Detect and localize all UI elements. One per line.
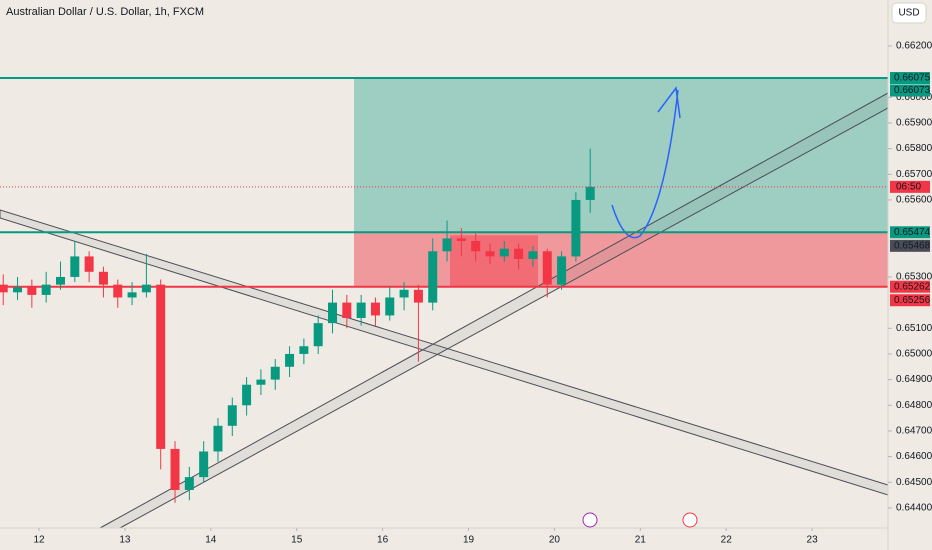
projection-arrow [611, 89, 679, 239]
level-label: 0.65256 [894, 295, 931, 306]
candle-body [499, 248, 509, 257]
y-tick-label: 0.65100 [896, 323, 932, 334]
chart-title: Australian Dollar / U.S. Dollar, 1h, FXC… [6, 6, 204, 18]
level-label-box [890, 280, 930, 293]
currency-label[interactable]: USD [898, 8, 919, 19]
candle-body [13, 287, 23, 293]
x-tick-label: 19 [463, 535, 475, 546]
x-tick-label: 23 [807, 535, 819, 546]
candle-body [70, 256, 80, 277]
countdown: 06:50 [896, 181, 921, 192]
candle-body [370, 302, 380, 316]
candle-body [127, 292, 137, 298]
candle-body [285, 353, 295, 367]
level-label-box [890, 239, 930, 252]
y-tick-label: 0.65900 [896, 118, 932, 129]
x-tick-label: 21 [635, 535, 647, 546]
y-tick-label: 0.65800 [896, 143, 932, 154]
countdown-box [890, 180, 930, 193]
level-label-box [890, 294, 930, 307]
level-label: 0.66073 [894, 85, 931, 96]
y-tick-label: 0.64900 [896, 374, 932, 385]
candle-body [528, 251, 538, 259]
candle-body [542, 251, 552, 285]
candle-body [514, 248, 524, 259]
candle-body [413, 289, 423, 303]
y-tick-label: 0.64600 [896, 451, 932, 462]
candle-body [98, 271, 108, 285]
candle-body [227, 405, 237, 426]
y-tick-label: 0.64700 [896, 426, 932, 437]
event-icon[interactable] [582, 512, 598, 528]
candle-body [485, 251, 495, 257]
candle-body [270, 366, 280, 380]
x-tick-label: 20 [549, 535, 561, 546]
x-tick-label: 22 [721, 535, 733, 546]
candle-body [328, 302, 338, 324]
candle-body [342, 302, 352, 319]
level-label: 0.65262 [894, 281, 931, 292]
x-tick-label: 13 [119, 535, 131, 546]
y-tick-label: 0.64800 [896, 400, 932, 411]
candle-body [41, 284, 51, 295]
candle-body [184, 477, 194, 490]
x-tick-label: 12 [33, 535, 45, 546]
candle-body [571, 199, 581, 257]
candle-body [356, 302, 366, 319]
currency-button[interactable] [891, 2, 927, 24]
arrow-head [657, 86, 681, 119]
candle-body [55, 276, 65, 285]
target-zone [354, 78, 888, 233]
candle-body [113, 284, 123, 298]
x-tick-label: 16 [377, 535, 389, 546]
candle-body [299, 346, 309, 354]
candle-body [199, 451, 209, 478]
x-tick-label: 14 [205, 535, 217, 546]
candle-body [242, 384, 252, 406]
candle-body [27, 287, 37, 295]
candle-body [442, 238, 452, 252]
level-label: 0.65468 [894, 240, 931, 251]
candle-body [585, 186, 595, 200]
y-tick-label: 0.65700 [896, 169, 932, 180]
y-tick-label: 0.66200 [896, 41, 932, 52]
candle-body [557, 256, 567, 285]
candle-body [84, 256, 94, 272]
candle-body [471, 241, 481, 252]
y-tick-label: 0.65600 [896, 195, 932, 206]
candle-body [170, 448, 180, 490]
candle-body [213, 425, 223, 452]
candle-body [256, 379, 266, 385]
y-tick-label: 0.64500 [896, 477, 932, 488]
level-label-box [890, 72, 930, 85]
candle-body [156, 284, 166, 449]
candle-body [385, 297, 395, 316]
candle-body [313, 323, 323, 347]
level-label-box [890, 84, 930, 97]
y-tick-label: 0.65000 [896, 349, 932, 360]
level-label: 0.66075 [894, 73, 931, 84]
candle-body [456, 238, 466, 242]
candle-body [399, 289, 409, 298]
level-label: 0.65474 [894, 227, 931, 238]
range-box [450, 235, 538, 287]
candle-body [428, 251, 438, 303]
level-label-box [890, 226, 930, 239]
y-tick-label: 0.65300 [896, 272, 932, 283]
candle-body [141, 284, 151, 293]
y-tick-label: 0.66000 [896, 92, 932, 103]
x-tick-label: 15 [291, 535, 303, 546]
candle-body [0, 284, 8, 293]
y-tick-label: 0.64400 [896, 503, 932, 514]
event-icon[interactable] [682, 512, 698, 528]
